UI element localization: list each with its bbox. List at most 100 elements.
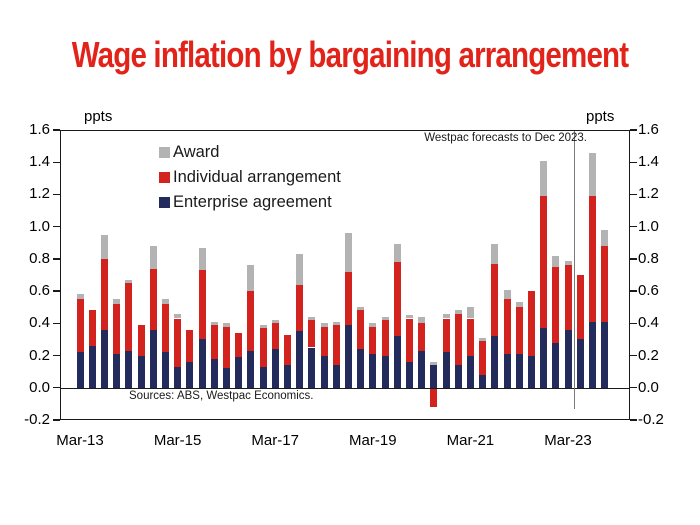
bar-segment [76,299,84,353]
y-tick-label: 0.0 [638,378,659,396]
bar-segment [381,320,389,356]
bar-segment [149,246,157,269]
bar-segment [454,365,462,388]
y-tick-label: 1.0 [29,217,50,235]
bar-segment [418,350,426,388]
axis-tick [630,161,637,163]
axis-tick [53,322,60,325]
axis-tick [53,290,60,292]
bar-segment [222,368,230,388]
bar-segment [442,352,450,388]
axis-tick [630,419,637,421]
forecast-line [574,131,576,409]
bar-segment [344,324,352,388]
bar-segment [308,316,316,321]
bar-segment [588,321,596,388]
legend-item: Enterprise agreement [159,193,341,218]
bar-segment [393,244,401,263]
y-tick-label: 0.6 [29,282,50,300]
bar-segment [76,294,84,300]
bar-segment [405,318,413,362]
bar-segment [235,333,243,358]
bar-segment [222,323,230,327]
bar-segment [466,307,474,319]
x-tick-label: Mar-13 [56,432,104,449]
bar-segment [515,307,523,354]
bar-segment [430,387,438,408]
bar-segment [149,268,157,330]
bar-segment [149,329,157,388]
bar-segment [466,318,474,356]
y-tick-label: -0.2 [24,411,50,428]
bar-segment [259,328,267,367]
bar-segment [320,326,328,356]
bar-segment [308,347,316,388]
bar-segment [576,339,584,388]
legend-label: Individual arrangement [173,168,341,186]
bar-segment [454,310,462,314]
bar-segment [430,365,438,388]
bar-segment [393,262,401,337]
bar-segment [88,310,96,346]
bar-segment [564,260,572,266]
bar-segment [515,353,523,388]
plot-area [60,130,630,420]
y-axis-unit-left: ppts [84,108,113,125]
bar-segment [332,365,340,388]
bar-segment [601,321,609,388]
bar-segment [357,307,365,311]
bar-segment [235,357,243,388]
bar-segment [576,275,584,340]
bar-segment [552,342,560,388]
bar-segment [564,329,572,388]
bar-segment [503,299,511,354]
x-tick-label: Mar-23 [544,432,592,449]
bar-segment [259,324,267,329]
bar-segment [601,229,609,246]
bar-segment [357,349,365,388]
bar-segment [588,152,596,197]
bar-segment [369,326,377,354]
bar-segment [271,323,279,350]
axis-tick [53,354,60,357]
bar-segment [405,362,413,388]
bar-segment [491,263,499,337]
bar-segment [100,329,108,388]
bar-segment [503,353,511,388]
axis-tick [630,354,637,357]
bar-segment [332,324,340,366]
bar-segment [186,329,194,362]
bar-segment [540,328,548,388]
bar-segment [418,323,426,351]
bar-segment [540,160,548,197]
zero-line [60,387,630,389]
bar-segment [320,355,328,388]
bar-segment [100,258,108,330]
bar-segment [552,255,560,267]
y-tick-label: 0.2 [638,346,659,364]
bar-segment [552,266,560,343]
bar-segment [381,316,389,321]
axis-tick [53,161,60,163]
bar-segment [186,362,194,388]
chart-title: Wage inflation by bargaining arrangement [71,34,629,75]
legend-label: Award [173,143,220,161]
bar-segment [479,337,487,342]
bar-segment [271,349,279,388]
y-tick-label: 0.6 [638,282,659,300]
y-tick-label: 1.2 [638,185,659,203]
y-tick-label: 1.6 [29,121,50,138]
chart-legend: Award Individual arrangement Enterprise ag… [159,143,341,218]
bar-segment [491,244,499,264]
x-tick-label: Mar-21 [446,432,495,449]
source-note: Sources: ABS, Westpac Economics. [129,390,314,402]
axis-tick [53,193,60,196]
axis-tick [53,387,60,389]
bar-segment [161,352,169,388]
bar-segment [283,334,291,366]
x-tick-label: Mar-19 [349,432,397,449]
legend-item: Award [159,143,341,168]
axis-tick [630,258,637,260]
bar-segment [210,358,218,388]
